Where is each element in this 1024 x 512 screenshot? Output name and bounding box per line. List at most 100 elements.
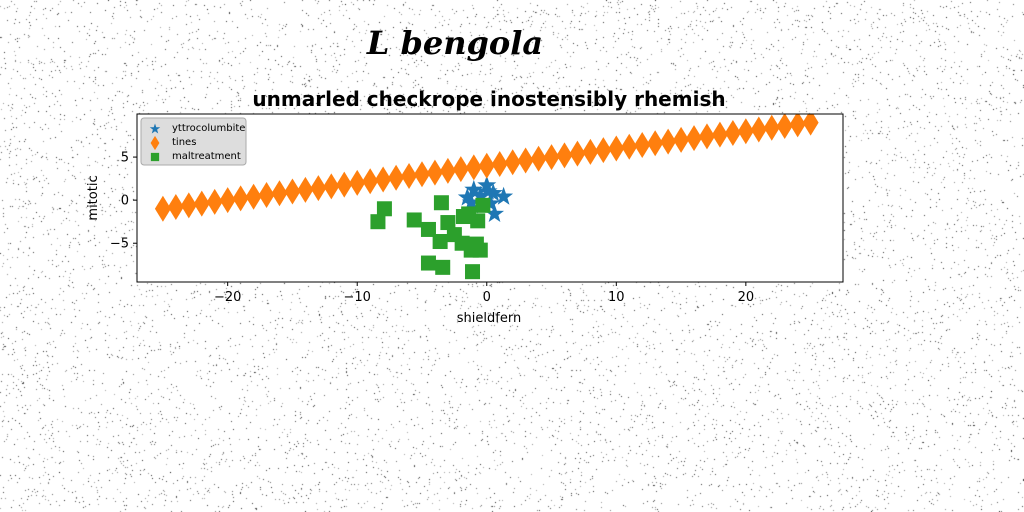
chart-title: unmarled checkrope inostensibly rhemish	[252, 87, 725, 111]
maltreatment-point	[435, 259, 451, 275]
maltreatment-point	[470, 213, 486, 229]
maltreatment-point	[465, 264, 481, 280]
tines-point	[180, 192, 197, 219]
tines-point	[297, 176, 314, 203]
maltreatment-point	[376, 201, 392, 217]
maltreatment-point	[370, 214, 386, 230]
tines-point	[284, 178, 301, 205]
maltreatment-point	[440, 215, 456, 231]
yttrocolumbite-point	[477, 175, 497, 194]
y-tick-label: 0	[121, 194, 129, 209]
tines-point	[245, 183, 262, 210]
tines-point	[426, 159, 443, 186]
chart-suptitle: L bengola	[366, 24, 543, 62]
tines-point	[206, 188, 223, 215]
x-tick-label: 10	[608, 290, 625, 305]
maltreatment-point	[432, 234, 448, 250]
tines-point	[517, 147, 534, 174]
x-tick-label: −20	[214, 290, 241, 305]
yttrocolumbite-point	[457, 187, 477, 206]
tines-point	[465, 154, 482, 181]
legend-marker-yttrocolumbite	[149, 123, 161, 134]
tines-point	[258, 181, 275, 208]
tines-point	[349, 169, 366, 196]
tines-point	[362, 168, 379, 195]
tines-point	[452, 156, 469, 183]
tines-point	[802, 114, 819, 136]
tines-point	[595, 137, 612, 164]
tines-point	[608, 135, 625, 162]
tines-point	[673, 126, 690, 153]
tines-point	[556, 142, 573, 169]
tines-point	[543, 144, 560, 171]
yttrocolumbite-point	[461, 192, 481, 211]
tines-point	[750, 116, 767, 143]
x-tick-label: 0	[483, 290, 491, 305]
tines-point	[763, 114, 780, 141]
y-tick-label: −5	[110, 237, 129, 252]
maltreatment-point	[433, 195, 449, 211]
legend-box	[140, 117, 247, 166]
yttrocolumbite-point	[478, 181, 498, 200]
x-tick-label: 20	[738, 290, 755, 305]
tines-point	[310, 175, 327, 202]
legend-marker-tines	[150, 135, 160, 151]
tines-point	[686, 125, 703, 152]
tines-point	[569, 140, 586, 167]
tines-point	[504, 149, 521, 176]
tines-point	[193, 190, 210, 217]
tines-point	[478, 152, 495, 179]
maltreatment-point	[420, 255, 436, 271]
tines-point	[776, 114, 793, 140]
tines-point	[698, 123, 715, 150]
tines-point	[375, 166, 392, 193]
series-maltreatment	[370, 195, 491, 280]
tines-point	[724, 119, 741, 146]
maltreatment-point	[472, 242, 488, 258]
legend-label-tines: tines	[172, 137, 196, 148]
tines-point	[711, 121, 728, 148]
legend-label-yttrocolumbite: yttrocolumbite	[172, 123, 245, 134]
x-tick-label: −10	[344, 290, 371, 305]
tines-point	[388, 164, 405, 191]
maltreatment-point	[420, 221, 436, 237]
legend-label-maltreatment: maltreatment	[172, 151, 241, 162]
tines-point	[232, 185, 249, 212]
tines-point	[491, 150, 508, 177]
tines-point	[737, 118, 754, 145]
tines-point	[647, 130, 664, 157]
tines-point	[634, 132, 651, 159]
tines-point	[621, 133, 638, 160]
tines-point	[167, 194, 184, 221]
maltreatment-point	[475, 197, 491, 213]
legend: yttrocolumbite tines maltreatment	[140, 117, 247, 166]
markers-layer	[154, 114, 819, 280]
tines-point	[413, 161, 430, 188]
tines-point	[323, 173, 340, 200]
tines-point	[789, 114, 806, 138]
legend-marker-maltreatment	[150, 152, 160, 162]
yttrocolumbite-point	[481, 193, 501, 212]
tines-point	[336, 171, 353, 198]
y-axis: −5 0 5	[110, 151, 137, 252]
tines-point	[154, 195, 171, 222]
tines-point	[660, 128, 677, 155]
maltreatment-point	[406, 212, 422, 228]
y-axis-label: mitotic	[86, 175, 101, 220]
plot-frame	[136, 113, 844, 283]
y-tick-label: 5	[121, 151, 129, 166]
yttrocolumbite-point	[470, 185, 490, 204]
tines-point	[401, 163, 418, 190]
tines-point	[219, 187, 236, 214]
yttrocolumbite-point	[494, 186, 514, 205]
yttrocolumbite-point	[483, 183, 503, 202]
tines-point	[582, 138, 599, 165]
yttrocolumbite-point	[464, 179, 484, 198]
tines-point	[530, 145, 547, 172]
x-axis-label: shieldfern	[457, 311, 521, 326]
series-tines	[154, 114, 819, 222]
x-axis: −20 −10 0 10 20	[214, 282, 754, 305]
tines-point	[271, 180, 288, 207]
tines-point	[439, 157, 456, 184]
